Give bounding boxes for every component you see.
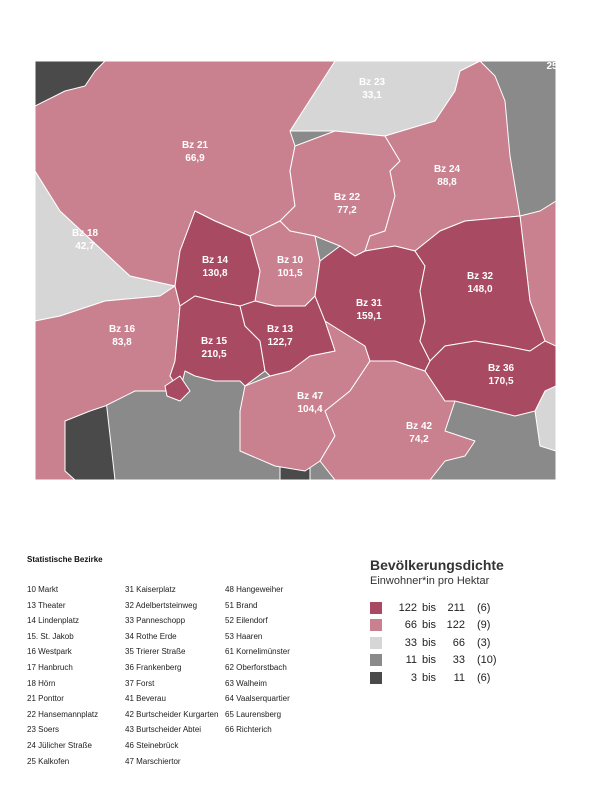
district-list-item: 43 Burtscheider Abtei bbox=[125, 725, 202, 735]
district-list-item: 61 Kornelimünster bbox=[225, 647, 290, 657]
district-list-item: 21 Ponttor bbox=[27, 694, 64, 704]
density-map: Bz 23 33,1 Bz 21 66,9 Bz 24 88,8 Bz 22 77,2 … bbox=[35, 61, 556, 480]
district-label-bz24: Bz 24 88,8 bbox=[434, 164, 461, 188]
district-list-item: 42 Burtscheider Kurgarten bbox=[125, 709, 219, 719]
district-label-bz47: Bz 47 104,4 bbox=[297, 391, 324, 415]
density-class-row: 122 bis 211 (6) bbox=[370, 599, 570, 617]
district-list-item: 63 Walheim bbox=[225, 678, 267, 688]
class-lower: 66 bbox=[404, 619, 417, 632]
district-label-bz31: Bz 31 159,1 bbox=[356, 298, 383, 322]
class-bis: bis bbox=[421, 671, 437, 684]
class-bis: bis bbox=[421, 654, 437, 667]
district-label-bz42: Bz 42 74,2 bbox=[406, 421, 433, 445]
district-list-item: 53 Haaren bbox=[225, 631, 263, 641]
district-list-item: 48 Hangeweiher bbox=[225, 585, 284, 594]
density-swatch bbox=[370, 636, 382, 649]
districts-legend-title: Statistische Bezirke bbox=[27, 555, 103, 564]
district-list-item: 66 Richterich bbox=[225, 725, 272, 735]
district-list-item: 35 Trierer Straße bbox=[125, 647, 186, 657]
class-upper: 122 bbox=[446, 619, 465, 632]
district-label-bz16: Bz 16 83,8 bbox=[109, 324, 136, 348]
class-upper: 211 bbox=[447, 601, 465, 614]
district-list-item: 41 Beverau bbox=[125, 694, 166, 704]
district-list-item: 47 Marschiertor bbox=[125, 756, 181, 766]
district-list-item: 18 Hörn bbox=[27, 678, 56, 688]
district-list-item: 46 Steinebrück bbox=[125, 740, 179, 750]
density-swatch bbox=[370, 619, 382, 632]
density-swatch bbox=[370, 654, 382, 667]
district-list-item: 52 Eilendorf bbox=[225, 616, 268, 626]
district-list-item: 62 Oberforstbach bbox=[225, 662, 287, 672]
districts-column-1: 10 Markt 13 Theater 14 Lindenplatz 15. S… bbox=[27, 582, 125, 769]
class-lower: 122 bbox=[398, 601, 417, 614]
district-list-item: 33 Panneschopp bbox=[125, 616, 186, 626]
district-list-item: 16 Westpark bbox=[27, 647, 72, 657]
class-count: (9) bbox=[477, 619, 491, 632]
district-label-bz18: Bz 18 42,7 bbox=[72, 228, 99, 252]
class-lower: 33 bbox=[404, 636, 417, 649]
class-lower: 11 bbox=[405, 654, 417, 667]
district-list-item: 23 Soers bbox=[27, 725, 60, 735]
district-list-item: 37 Forst bbox=[125, 678, 155, 688]
class-upper: 66 bbox=[452, 636, 465, 649]
density-class-row: 3 bis 11 (6) bbox=[370, 669, 570, 687]
density-legend: Bevölkerungsdichte Einwohner*in pro Hekt… bbox=[370, 557, 570, 687]
class-upper: 11 bbox=[453, 671, 465, 684]
edge-label: 25 bbox=[546, 61, 556, 72]
district-list-item: 17 Hanbruch bbox=[27, 662, 73, 672]
districts-column-2: 31 Kaiserplatz 32 Adelbertsteinweg 33 Pa… bbox=[125, 582, 225, 769]
district-bz42 bbox=[319, 360, 476, 480]
district-list-item: 36 Frankenberg bbox=[125, 662, 182, 672]
class-bis: bis bbox=[421, 601, 437, 614]
district-label-bz36: Bz 36 170,5 bbox=[488, 363, 515, 387]
district-list-item: 14 Lindenplatz bbox=[27, 616, 80, 626]
district-label-bz13: Bz 13 122,7 bbox=[267, 324, 294, 348]
class-count: (10) bbox=[477, 654, 497, 667]
district-bz13 bbox=[239, 295, 336, 377]
class-upper: 33 bbox=[452, 654, 465, 667]
district-list-item: 51 Brand bbox=[225, 600, 258, 610]
district-list-item: 64 Vaalserquartier bbox=[225, 694, 290, 704]
district-label-bz10: Bz 10 101,5 bbox=[277, 255, 304, 279]
district-label-bz15: Bz 15 210,5 bbox=[201, 336, 228, 360]
district-list-item: 34 Rothe Erde bbox=[125, 631, 177, 641]
density-swatch bbox=[370, 601, 382, 614]
density-swatch bbox=[370, 671, 382, 684]
district-list-item: 25 Kalkofen bbox=[27, 756, 70, 766]
district-small-spot bbox=[164, 375, 191, 402]
district-list-item: 65 Laurensberg bbox=[225, 709, 282, 719]
district-list-item: 31 Kaiserplatz bbox=[125, 585, 176, 594]
class-count: (6) bbox=[477, 671, 491, 684]
district-list-item: 10 Markt bbox=[27, 585, 59, 594]
district-bz36 bbox=[424, 340, 556, 417]
class-bis: bis bbox=[421, 636, 437, 649]
district-list-item: 24 Jülicher Straße bbox=[27, 740, 92, 750]
density-legend-title: Bevölkerungsdichte bbox=[370, 557, 504, 573]
district-label-bz22: Bz 22 77,2 bbox=[334, 192, 361, 216]
density-legend-subtitle: Einwohner*in pro Hektar bbox=[370, 575, 490, 587]
map-svg: Bz 23 33,1 Bz 21 66,9 Bz 24 88,8 Bz 22 77,2 … bbox=[35, 61, 556, 480]
district-list-item: 15. St. Jakob bbox=[27, 631, 74, 641]
class-count: (3) bbox=[477, 636, 491, 649]
district-list-item: 22 Hansemannplatz bbox=[27, 709, 99, 719]
district-bz16 bbox=[35, 285, 181, 480]
class-count: (6) bbox=[477, 601, 491, 614]
districts-legend: Statistische Bezirke 10 Markt 13 Theater… bbox=[27, 555, 357, 769]
density-class-row: 33 bis 66 (3) bbox=[370, 634, 570, 652]
district-list-item: 13 Theater bbox=[27, 600, 66, 610]
districts-column-3: 48 Hangeweiher 51 Brand 52 Eilendorf 53 … bbox=[225, 582, 335, 769]
district-label-bz14: Bz 14 130,8 bbox=[202, 255, 229, 279]
district-label-bz21: Bz 21 66,9 bbox=[182, 140, 209, 164]
class-bis: bis bbox=[421, 619, 437, 632]
density-class-row: 66 bis 122 (9) bbox=[370, 617, 570, 635]
class-lower: 3 bbox=[410, 671, 417, 684]
density-class-row: 11 bis 33 (10) bbox=[370, 652, 570, 670]
district-label-bz32: Bz 32 148,0 bbox=[467, 271, 494, 295]
district-list-item: 32 Adelbertsteinweg bbox=[125, 600, 198, 610]
district-label-bz23: Bz 23 33,1 bbox=[359, 77, 386, 101]
